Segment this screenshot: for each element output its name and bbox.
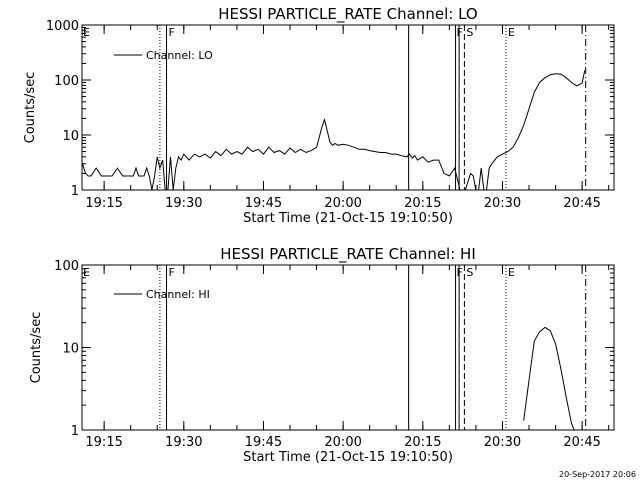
x-tick-label: 19:15 (85, 196, 122, 211)
event-annotation: F (169, 266, 175, 279)
x-tick-label: 19:30 (165, 196, 202, 211)
y-tick-label: 1000 (46, 19, 79, 34)
y-tick-label: 10 (62, 342, 79, 357)
x-tick-label: 20:45 (563, 435, 600, 450)
x-tick-label: 20:30 (484, 196, 521, 211)
series-line (81, 70, 586, 191)
event-annotation: E (508, 266, 515, 279)
chart-title: HESSI PARTICLE_RATE Channel: HI (220, 245, 476, 264)
panel-lo: HESSI PARTICLE_RATE Channel: LO 1 10 100 100… (23, 5, 615, 226)
x-tick-label: 20:00 (324, 196, 361, 211)
plot-frame (81, 24, 615, 191)
footer-timestamp: 20-Sep-2017 20:06 (559, 470, 636, 479)
chart-title: HESSI PARTICLE_RATE Channel: LO (218, 5, 477, 24)
x-axis-label: Start Time (21-Oct-15 19:10:50) (243, 211, 453, 226)
y-axis-label: Counts/sec (23, 72, 38, 144)
event-annotation: E (508, 26, 515, 39)
legend-label: Channel: LO (146, 49, 213, 62)
x-tick-label: 19:15 (85, 435, 122, 450)
event-annotation: E (83, 26, 90, 39)
y-tick-label: 10 (62, 129, 79, 144)
x-tick-label: 20:15 (404, 196, 441, 211)
x-tick-label: 20:00 (324, 435, 361, 450)
event-annotation: F (169, 26, 175, 39)
x-tick-label: 20:45 (563, 196, 600, 211)
event-annotation: S (466, 26, 473, 39)
event-annotation: F (457, 266, 463, 279)
legend-label: Channel: HI (146, 288, 210, 301)
x-tick-label: 19:30 (165, 435, 202, 450)
y-tick-label: 100 (54, 74, 79, 89)
y-tick-label: 1 (71, 424, 79, 439)
y-axis-label: Counts/sec (29, 312, 44, 384)
x-tick-label: 19:45 (245, 435, 282, 450)
y-tick-label: 1 (71, 184, 79, 199)
x-tick-label: 20:15 (404, 435, 441, 450)
series-line (523, 326, 575, 431)
x-axis-label: Start Time (21-Oct-15 19:10:50) (243, 450, 453, 465)
panel-hi: HESSI PARTICLE_RATE Channel: HI 1 10 100 19:… (29, 245, 615, 465)
event-annotation: E (83, 266, 90, 279)
event-annotation: S (466, 266, 473, 279)
x-tick-label: 19:45 (245, 196, 282, 211)
event-annotation: F (457, 26, 463, 39)
y-tick-label: 100 (54, 259, 79, 274)
x-tick-label: 20:30 (484, 435, 521, 450)
